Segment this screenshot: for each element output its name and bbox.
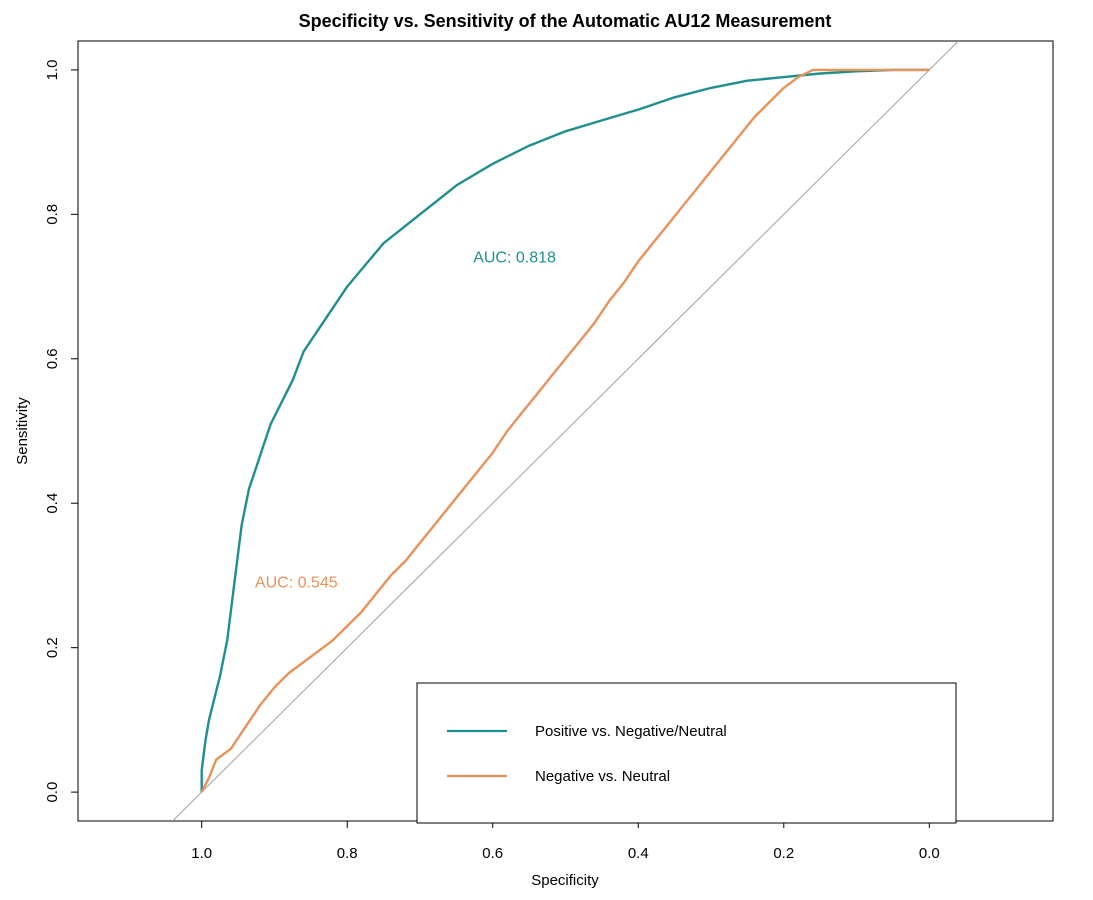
x-tick-label: 0.8 bbox=[337, 845, 358, 862]
legend-label-positive: Positive vs. Negative/Neutral bbox=[535, 723, 727, 740]
y-axis-label: Sensitivity bbox=[14, 397, 31, 465]
x-tick-label: 0.6 bbox=[482, 845, 503, 862]
y-tick-label: 0.2 bbox=[44, 637, 61, 658]
x-axis: 1.0 0.8 0.6 0.4 0.2 0.0 bbox=[191, 820, 940, 862]
series-layer bbox=[200, 68, 930, 793]
auc-label-0: AUC: 0.818 bbox=[473, 250, 556, 267]
x-tick-label: 1.0 bbox=[191, 845, 212, 862]
series-line-0 bbox=[200, 68, 930, 793]
chart-title: Specificity vs. Sensitivity of the Autom… bbox=[299, 11, 832, 31]
series-line-1 bbox=[200, 68, 930, 793]
y-tick-label: 0.6 bbox=[44, 348, 61, 369]
y-tick-label: 0.8 bbox=[44, 204, 61, 225]
y-tick-label: 0.4 bbox=[44, 493, 61, 514]
auc-label-1: AUC: 0.545 bbox=[255, 575, 338, 592]
y-tick-label: 1.0 bbox=[44, 59, 61, 80]
y-axis: 0.0 0.2 0.4 0.6 0.8 1.0 bbox=[44, 59, 79, 803]
reference-diagonal-layer bbox=[171, 41, 960, 821]
x-tick-label: 0.2 bbox=[773, 845, 794, 862]
x-axis-label: Specificity bbox=[531, 872, 599, 889]
auc-labels: AUC: 0.818 AUC: 0.545 bbox=[255, 250, 556, 592]
reference-diagonal-line bbox=[171, 41, 960, 821]
x-tick-label: 0.0 bbox=[919, 845, 940, 862]
x-tick-label: 0.4 bbox=[628, 845, 649, 862]
legend-label-negative: Negative vs. Neutral bbox=[535, 768, 670, 785]
y-tick-label: 0.0 bbox=[44, 782, 61, 803]
legend: Positive vs. Negative/Neutral Negative v… bbox=[416, 682, 957, 824]
legend-box bbox=[416, 682, 957, 824]
